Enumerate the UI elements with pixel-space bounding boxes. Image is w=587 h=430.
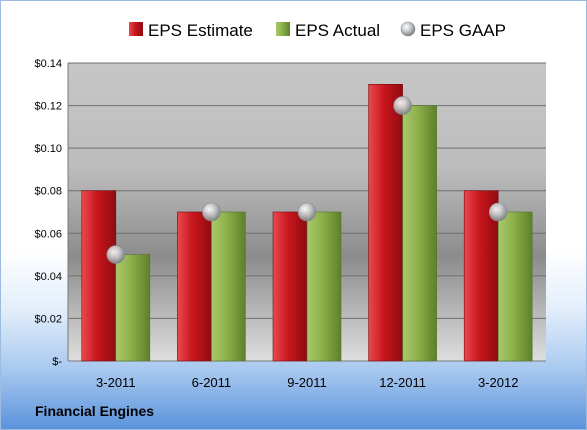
bar-eps-actual [306, 211, 342, 362]
y-tick-label: $- [52, 356, 62, 368]
y-tick-label: $0.04 [34, 271, 62, 283]
company-label: Financial Engines [35, 403, 155, 419]
marker-eps-gaap [202, 202, 221, 222]
bar-eps-actual [115, 254, 151, 362]
bar-eps-estimate [368, 83, 403, 362]
x-tick-label: 12-2011 [379, 375, 426, 390]
bar-eps-actual [402, 105, 437, 362]
x-axis: 3-2011 6-2011 9-2011 12-2011 3-2012 [96, 375, 518, 390]
marker-eps-gaap [297, 202, 317, 222]
bar-eps-actual [497, 211, 533, 362]
marker-eps-gaap [488, 202, 508, 222]
gaap-markers [106, 96, 508, 264]
y-tick-label: $0.06 [34, 228, 62, 240]
bar-eps-estimate [272, 211, 308, 362]
marker-eps-gaap [393, 96, 412, 115]
chart-legend: EPS Estimate EPS Actual EPS GAAP [129, 21, 506, 40]
bar-eps-estimate [81, 190, 117, 362]
legend-swatch-eps-estimate [129, 22, 143, 36]
bar-eps-estimate [463, 190, 499, 362]
legend-swatch-eps-gaap [400, 21, 416, 37]
x-tick-label: 6-2011 [192, 375, 232, 390]
y-tick-label: $0.10 [34, 143, 62, 155]
bars [81, 83, 533, 362]
legend-label: EPS Estimate [148, 21, 253, 40]
marker-eps-gaap [106, 245, 126, 264]
y-tick-label: $0.14 [34, 58, 62, 70]
y-tick-label: $0.12 [34, 101, 62, 113]
y-axis: $- $0.02 $0.04 $0.06 $0.08 $0.10 $0.12 $0.14 [34, 58, 69, 368]
bar-eps-estimate [177, 211, 212, 362]
x-tick-label: 3-2012 [478, 375, 518, 390]
x-tick-label: 3-2011 [96, 375, 136, 390]
x-tick-label: 9-2011 [287, 375, 327, 390]
y-tick-label: $0.08 [34, 186, 62, 198]
legend-label: EPS Actual [295, 21, 380, 40]
y-tick-label: $0.02 [34, 313, 62, 325]
legend-label: EPS GAAP [420, 21, 506, 40]
bar-eps-actual [211, 211, 246, 362]
legend-swatch-eps-actual [276, 22, 290, 36]
